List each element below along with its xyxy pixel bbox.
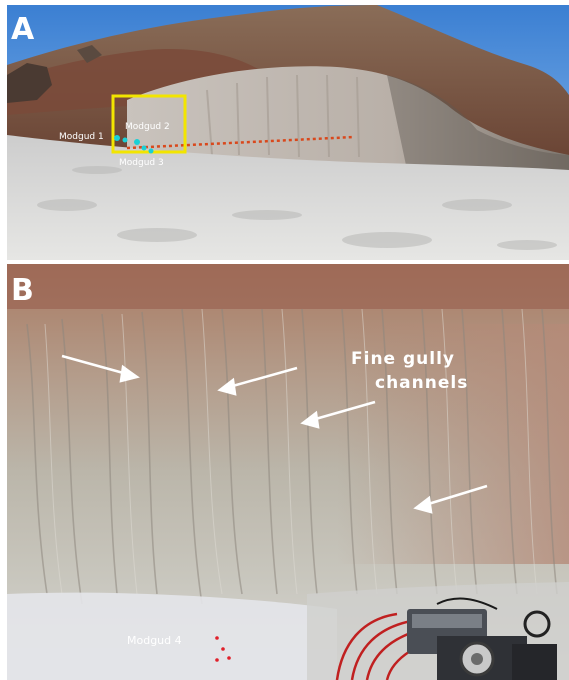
cable-loop (523, 610, 551, 638)
panel-a-image: Modgud 1 Modgud 2 Modgud 3 A (7, 5, 569, 260)
ground-texture (37, 166, 557, 250)
arrow-1 (61, 354, 140, 383)
gully-rills (26, 308, 558, 605)
red-dot-4 (227, 656, 231, 660)
label-modgud3: Modgud 3 (119, 158, 164, 168)
marker-modgud1 (114, 135, 120, 141)
label-modgud4: Modgud 4 (127, 634, 182, 647)
field-instrument (335, 597, 557, 680)
panel-b-photo: Fine gully channels Modgud 4 B (7, 264, 569, 680)
marker-modgud3b (148, 148, 154, 154)
arrow-2 (217, 366, 298, 396)
black-cable (436, 597, 498, 610)
red-dot-1 (215, 636, 219, 640)
panel-b-image: Fine gully channels Modgud 4 B (7, 264, 569, 680)
erosion-streaks (206, 74, 360, 158)
annotation-channels: channels (375, 373, 468, 393)
red-cable-1 (335, 612, 398, 680)
arrow-4 (413, 484, 488, 514)
label-modgud2: Modgud 2 (125, 122, 170, 132)
panel-letter-a: A (11, 12, 35, 47)
left-rock (7, 63, 52, 103)
red-dot-2 (221, 647, 225, 651)
pale-ground (7, 592, 337, 680)
arrows (61, 354, 488, 514)
instrument-panel (412, 614, 482, 628)
dial-center (471, 653, 483, 665)
marker-modgud3 (141, 145, 147, 151)
red-cable-2 (350, 618, 418, 680)
label-modgud1: Modgud 1 (59, 132, 104, 142)
red-top-band (7, 264, 569, 309)
pinkish-slope (337, 324, 569, 564)
cliff-shadow (387, 75, 569, 170)
modgud4-markers (215, 636, 231, 662)
red-dot-3 (215, 658, 219, 662)
transect-line (126, 135, 355, 150)
sample-markers (114, 135, 154, 154)
top-rock (77, 45, 102, 63)
marker-modgud1b (122, 137, 128, 143)
marker-modgud2 (134, 139, 140, 145)
panel-letter-b: B (11, 273, 34, 308)
instrument-case (512, 644, 557, 680)
annotation-fine-gully: Fine gully (351, 349, 455, 369)
panel-a-photo: Modgud 1 Modgud 2 Modgud 3 A (7, 5, 569, 260)
rill-highlights (44, 308, 538, 595)
arrow-3 (300, 400, 376, 429)
